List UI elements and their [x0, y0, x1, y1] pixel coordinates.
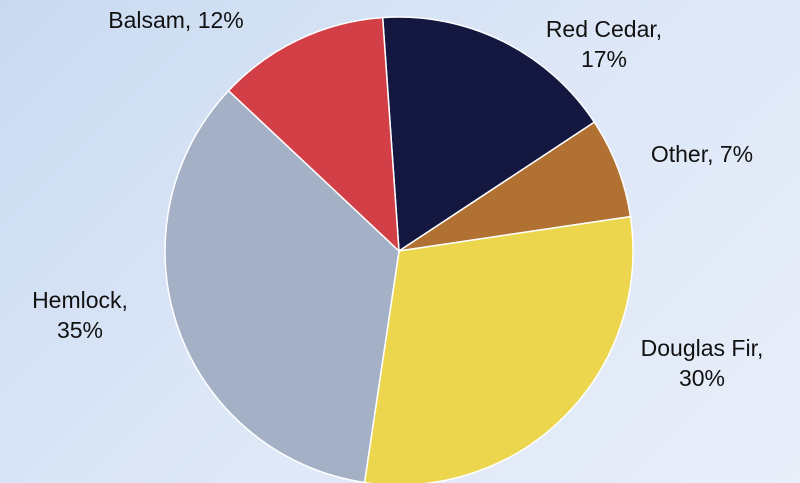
slice-label-douglas-fir: Douglas Fir, 30% — [641, 335, 764, 391]
slice-label-line: 30% — [679, 365, 725, 391]
slice-label-line: Douglas Fir, — [641, 335, 764, 361]
slice-label-line: Red Cedar, — [546, 16, 662, 42]
pie-labels: Red Cedar, 17% Other, 7% Douglas Fir, 30% Hem… — [32, 7, 763, 391]
pie-slice-hemlock — [164, 89, 400, 483]
slice-label-line: 17% — [581, 46, 627, 72]
pie-slice-balsam — [227, 16, 400, 253]
pie-slice-douglas-fir — [363, 215, 634, 483]
slice-label-other: Other, 7% — [651, 141, 753, 167]
slice-label-red-cedar: Red Cedar, 17% — [546, 16, 662, 72]
slice-label-balsam: Balsam, 12% — [108, 7, 244, 33]
slice-label-hemlock: Hemlock, 35% — [32, 287, 128, 343]
slice-label-line: Balsam, 12% — [108, 7, 244, 33]
slice-label-line: Other, 7% — [651, 141, 753, 167]
pie-slice-red-cedar — [381, 16, 596, 253]
slice-label-line: Hemlock, — [32, 287, 128, 313]
pie-slices — [164, 16, 634, 483]
slice-label-line: 35% — [57, 317, 103, 343]
